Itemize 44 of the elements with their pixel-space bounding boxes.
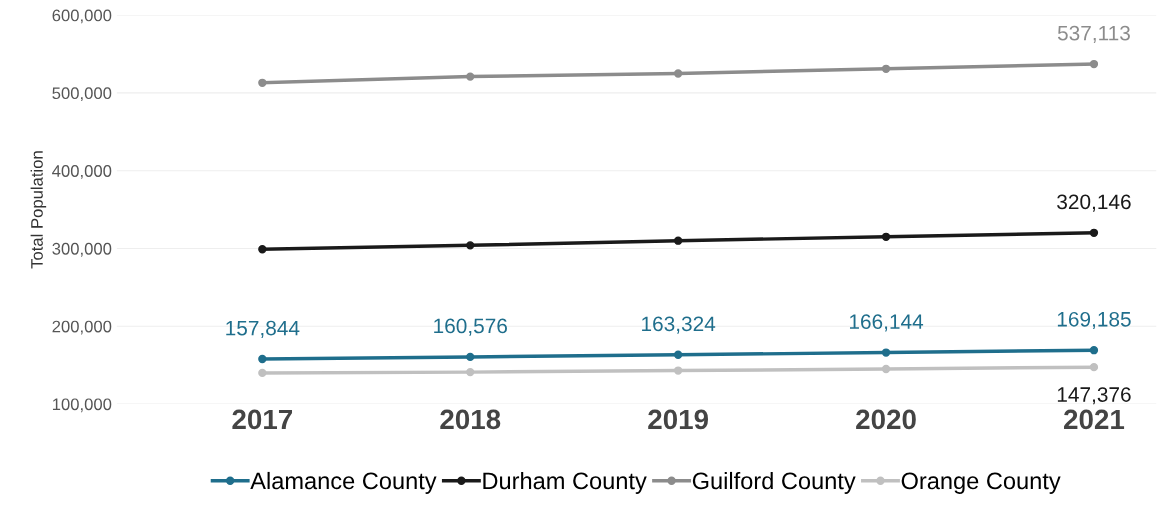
- data-label: 537,113: [1057, 25, 1130, 43]
- legend-label: Orange County: [901, 472, 1061, 494]
- x-tick-label: 2020: [856, 409, 916, 430]
- point: [466, 352, 475, 362]
- point: [1089, 346, 1099, 355]
- point: [1089, 362, 1099, 372]
- y-tick-label: 300,000: [52, 242, 112, 257]
- x-tick-label: 2017: [232, 409, 293, 430]
- point: [881, 64, 891, 73]
- point: [881, 348, 891, 357]
- y-axis-title: Total Population: [30, 151, 47, 269]
- legend-label: Guilford County: [692, 471, 856, 494]
- point: [1089, 228, 1099, 237]
- y-tick-label: 600,000: [52, 9, 112, 24]
- y-tick-label: 100,000: [52, 398, 112, 413]
- point: [881, 364, 891, 374]
- point: [258, 368, 267, 378]
- data-label: 147,376: [1057, 387, 1131, 405]
- point: [466, 367, 475, 377]
- point: [673, 350, 683, 359]
- point: [258, 354, 267, 364]
- y-tick-label: 500,000: [52, 87, 112, 102]
- data-label: 166,144: [849, 314, 924, 332]
- legend-label: Alamance County: [250, 471, 437, 494]
- point: [258, 245, 267, 254]
- y-tick-label: 400,000: [52, 165, 112, 179]
- data-label: 160,576: [434, 318, 507, 336]
- point: [466, 241, 475, 250]
- point: [881, 232, 891, 241]
- data-label: 169,185: [1057, 311, 1131, 330]
- data-label: 157,844: [226, 320, 300, 338]
- point: [258, 78, 267, 87]
- x-tick-label: 2018: [440, 409, 501, 430]
- point: [673, 69, 683, 78]
- legend-label: Durham County: [483, 471, 647, 494]
- point: [673, 236, 683, 245]
- data-label: 163,324: [642, 316, 716, 334]
- y-tick-label: 200,000: [52, 320, 112, 335]
- x-tick-label: 2019: [648, 409, 709, 430]
- point: [466, 72, 475, 81]
- x-tick-label: 2021: [1064, 409, 1125, 430]
- point: [1089, 59, 1099, 69]
- point: [673, 366, 683, 375]
- data-label: 320,146: [1057, 194, 1131, 212]
